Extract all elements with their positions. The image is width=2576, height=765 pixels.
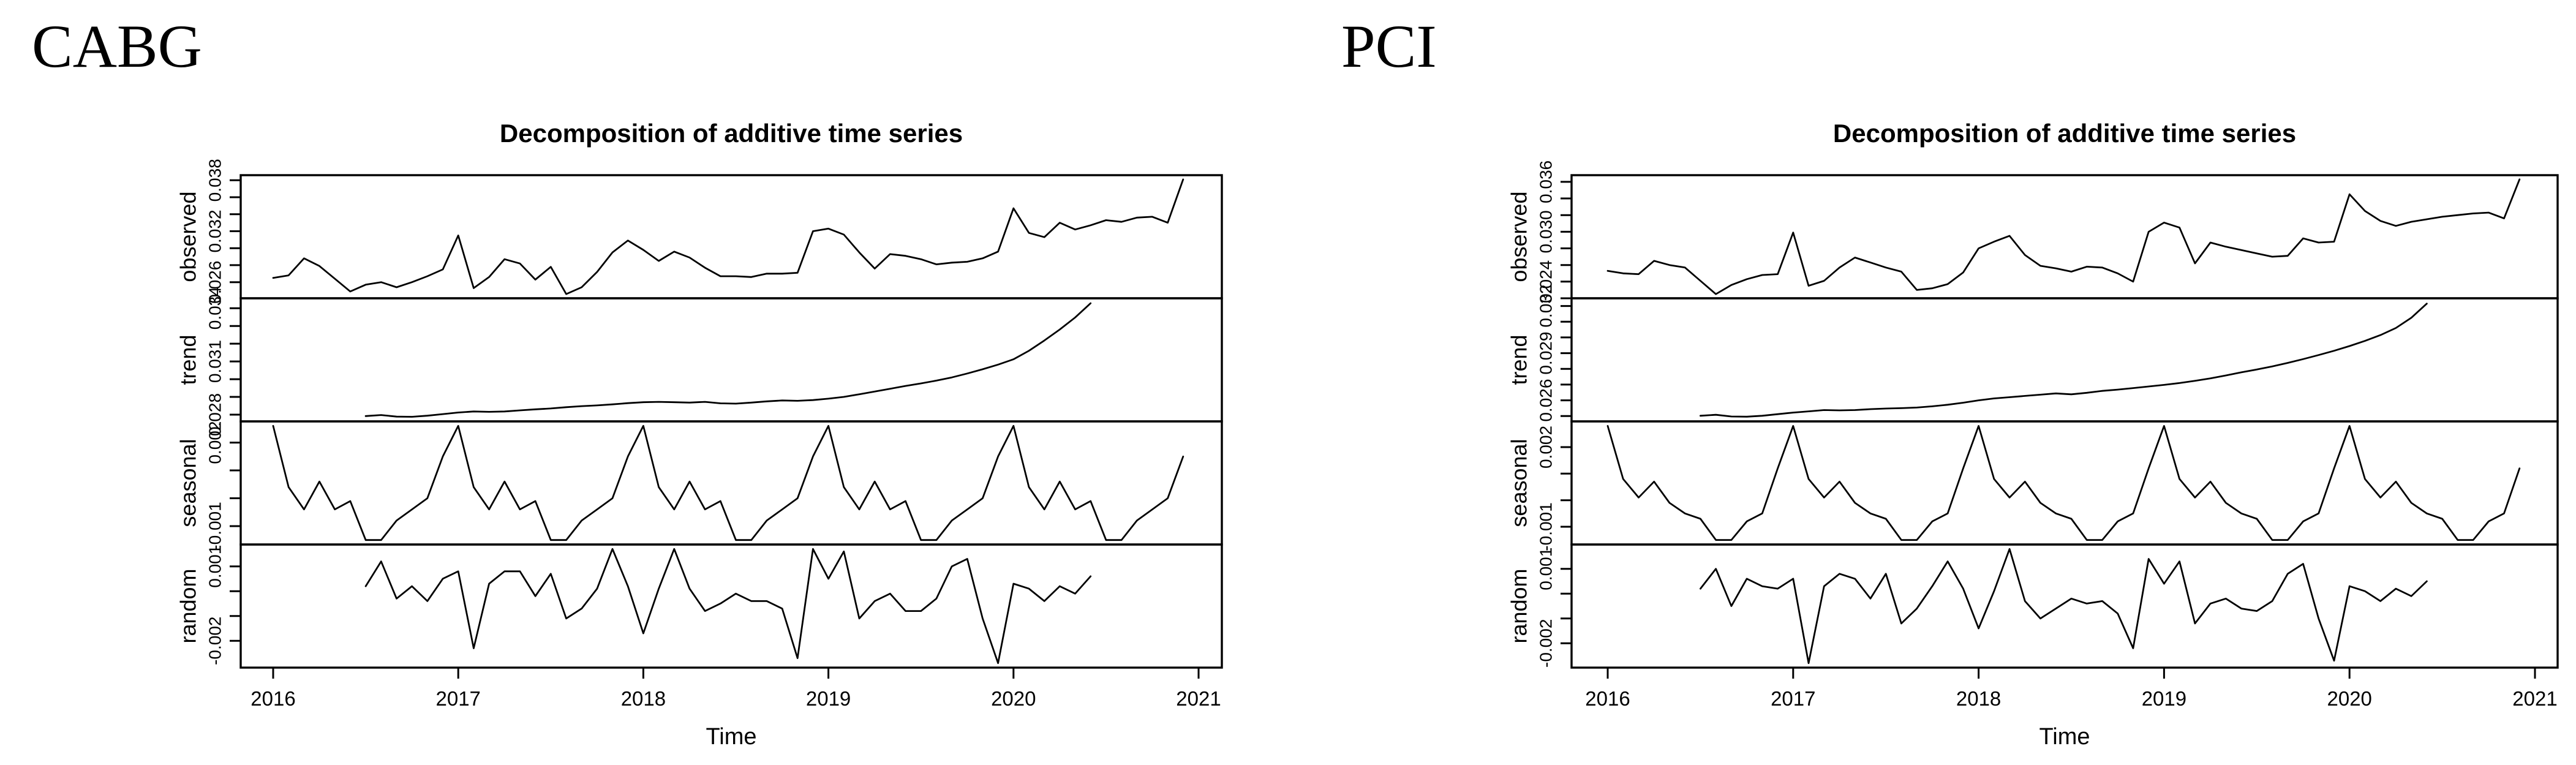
y-tick-label: 0.026: [1537, 379, 1556, 422]
x-axis-title-pci: Time: [2039, 724, 2090, 750]
panel-box-observed: [239, 174, 1223, 300]
y-tick-label: 0.034: [206, 287, 225, 330]
y-tick-label: -0.002: [206, 616, 225, 665]
panel-box-random: [239, 543, 1223, 669]
chart-title-cabg: Decomposition of additive time series: [499, 119, 963, 148]
series-line-trend: [1699, 303, 2428, 418]
panel-label-observed: observed: [176, 191, 201, 282]
y-tick-label: 0.029: [1537, 332, 1556, 375]
y-tick-label: 0.038: [206, 159, 225, 202]
y-tick-label: 0.030: [1537, 210, 1556, 253]
panel-box-trend: [1570, 297, 2559, 423]
y-tick-label: -0.001: [1537, 502, 1556, 551]
series-line-random: [364, 548, 1092, 665]
panel-label-random: random: [176, 568, 201, 643]
panel-box-seasonal: [1570, 420, 2559, 546]
panel-label-observed: observed: [1507, 191, 1532, 282]
panel-box-seasonal: [239, 420, 1223, 546]
figure-cabg-plot: 0.026 0.032 0.038 observed 0.028 0.031 0.034 tr…: [176, 159, 1223, 710]
y-tick-label: 0.001: [1537, 548, 1556, 590]
series-line-seasonal: [1606, 425, 2521, 541]
figure-label-pci: PCI: [1341, 12, 1437, 80]
y-tick-label: 0.026: [206, 261, 225, 304]
figure-label-cabg: CABG: [32, 12, 202, 80]
series-line-seasonal: [272, 424, 1184, 541]
x-tick-label: 2018: [1956, 687, 2001, 710]
x-axis-title-cabg: Time: [706, 724, 757, 750]
x-tick-label: 2016: [1585, 687, 1630, 710]
x-tick-label: 2019: [2142, 687, 2186, 710]
x-tick-label: 2019: [806, 687, 851, 710]
panel-label-seasonal: seasonal: [176, 439, 201, 527]
chart-title-pci: Decomposition of additive time series: [1832, 119, 2297, 148]
y-tick-label: 0.036: [1537, 160, 1556, 203]
series-line-observed: [272, 178, 1184, 295]
panel-label-trend: trend: [176, 334, 201, 385]
series-line-observed: [1606, 178, 2521, 295]
x-tick-label: 2021: [1176, 687, 1221, 710]
x-tick-label: 2020: [991, 687, 1036, 710]
x-tick-label: 2016: [250, 687, 295, 710]
x-tick-label: 2017: [1771, 687, 1815, 710]
y-tick-label: -0.002: [1537, 619, 1556, 668]
y-tick-label: 0.032: [206, 209, 225, 252]
y-tick-label: 0.031: [206, 340, 225, 383]
panel-box-observed: [1570, 174, 2559, 300]
panel-label-trend: trend: [1507, 334, 1532, 385]
y-tick-label: 0.002: [206, 421, 225, 464]
x-tick-label: 2017: [435, 687, 480, 710]
y-tick-label: 0.028: [206, 393, 225, 436]
panel-label-random: random: [1507, 568, 1532, 643]
y-tick-label: 0.024: [1537, 260, 1556, 303]
panel-box-random: [1570, 543, 2559, 669]
series-line-random: [1699, 548, 2428, 665]
y-tick-label: -0.001: [206, 502, 225, 550]
figure-pci-plot: 0.024 0.030 0.036 observed 0.026 0.029 0.032 tr…: [1507, 160, 2559, 710]
y-tick-label: 0.032: [1537, 285, 1556, 328]
series-line-trend: [364, 302, 1092, 418]
x-tick-label: 2018: [621, 687, 666, 710]
x-tick-label: 2021: [2512, 687, 2557, 710]
x-tick-label: 2020: [2327, 687, 2371, 710]
y-tick-label: 0.002: [1537, 426, 1556, 469]
y-tick-label: 0.001: [206, 545, 225, 588]
panel-label-seasonal: seasonal: [1507, 439, 1532, 527]
